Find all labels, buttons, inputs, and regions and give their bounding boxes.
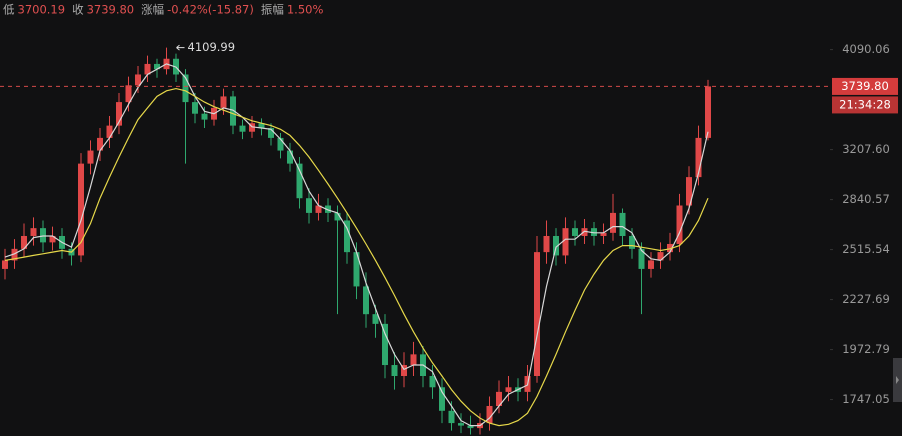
candle-body: [296, 163, 303, 199]
header: 低 3700.19 收 3739.80 涨幅 -0.42%(-15.87) 振幅 1.50%: [3, 3, 323, 17]
candle-body: [220, 96, 227, 108]
candle-body: [135, 74, 141, 86]
y-tick-label: 2840.57: [842, 192, 890, 206]
candle-body: [21, 235, 27, 249]
time-label: 21:34:28: [839, 97, 891, 111]
candle-body: [562, 228, 569, 256]
y-tick-label: 1972.79: [842, 342, 890, 356]
candle-body: [600, 232, 607, 236]
candle-body: [410, 354, 417, 366]
candle-body: [363, 286, 369, 315]
candle-body: [249, 123, 255, 132]
candle-body: [676, 205, 683, 244]
candle-body: [106, 125, 113, 138]
last-price-tag: [832, 77, 898, 95]
candle-body: [182, 74, 189, 103]
candle-body: [553, 235, 559, 256]
candle-body: [458, 423, 464, 426]
candle-body: [610, 212, 616, 233]
candle-body: [629, 235, 635, 249]
candle-body: [49, 235, 56, 243]
candle-body: [97, 137, 103, 151]
candle-body: [657, 252, 664, 261]
ma-line: [4, 87, 709, 427]
candle-body: [315, 205, 322, 213]
candle-body: [353, 252, 360, 287]
candle-body: [591, 228, 597, 236]
candle-body: [268, 128, 274, 138]
candle-body: [154, 63, 160, 70]
candle-body: [287, 150, 293, 164]
last-price-label: 3739.80: [841, 79, 889, 93]
candle-body: [325, 205, 331, 213]
candle-body: [496, 391, 502, 406]
candle-body: [543, 235, 550, 253]
y-tick-label: 2515.54: [842, 242, 890, 256]
header-label: 收: [72, 3, 84, 17]
candle-body: [391, 365, 398, 377]
candle-body: [116, 102, 122, 126]
header-value: -0.42%(-15.87): [167, 3, 254, 17]
candle-body: [230, 96, 236, 126]
candle-body: [334, 212, 341, 221]
candle-body: [534, 252, 540, 377]
candle-body: [87, 150, 94, 164]
time-tag: [832, 96, 898, 114]
header-label: 振幅: [261, 3, 284, 17]
candle-body: [401, 365, 407, 377]
candle-body: [695, 137, 702, 178]
candle-body: [30, 228, 37, 236]
candle-body: [467, 425, 474, 429]
ma-line: [4, 63, 709, 427]
y-tick-label: 1747.05: [842, 392, 890, 406]
candle-body: [277, 137, 284, 151]
header-label: 低: [3, 3, 15, 17]
candle-body: [2, 260, 8, 269]
candle-body: [382, 323, 388, 366]
candle-body: [125, 85, 132, 103]
candle-body: [448, 410, 455, 424]
candle-body: [201, 113, 208, 120]
max-arrow: [176, 44, 185, 51]
candle-body: [619, 212, 626, 236]
candle-body: [572, 228, 578, 236]
candle-body: [372, 314, 379, 324]
candle-body: [239, 125, 246, 132]
candle-body: [486, 405, 493, 424]
candle-body: [648, 260, 654, 269]
max-label: 4109.99: [188, 40, 236, 54]
candle-body: [667, 243, 673, 253]
candle-body: [11, 248, 18, 261]
candle-body: [40, 228, 46, 243]
candle-body: [505, 387, 512, 392]
candle-body: [78, 163, 84, 256]
y-tick-label: 4090.06: [842, 42, 890, 56]
candle-body: [306, 198, 312, 213]
header-value: 1.50%: [287, 3, 324, 17]
candle-body: [686, 177, 692, 206]
candle-body: [429, 376, 436, 388]
header-value: 3739.80: [87, 3, 135, 17]
candle-body: [638, 248, 645, 269]
header-value: 3700.19: [18, 3, 66, 17]
header-label: 涨幅: [141, 3, 164, 17]
y-tick-label: 3207.60: [842, 142, 890, 156]
candle-body: [705, 86, 711, 138]
candle-body: [144, 63, 151, 75]
candle-body: [439, 387, 445, 411]
candle-body: [192, 102, 198, 114]
y-tick-label: 2227.69: [842, 292, 890, 306]
scroll-arrow: [896, 376, 899, 384]
candle-body: [258, 123, 265, 129]
candle-body: [344, 220, 350, 253]
